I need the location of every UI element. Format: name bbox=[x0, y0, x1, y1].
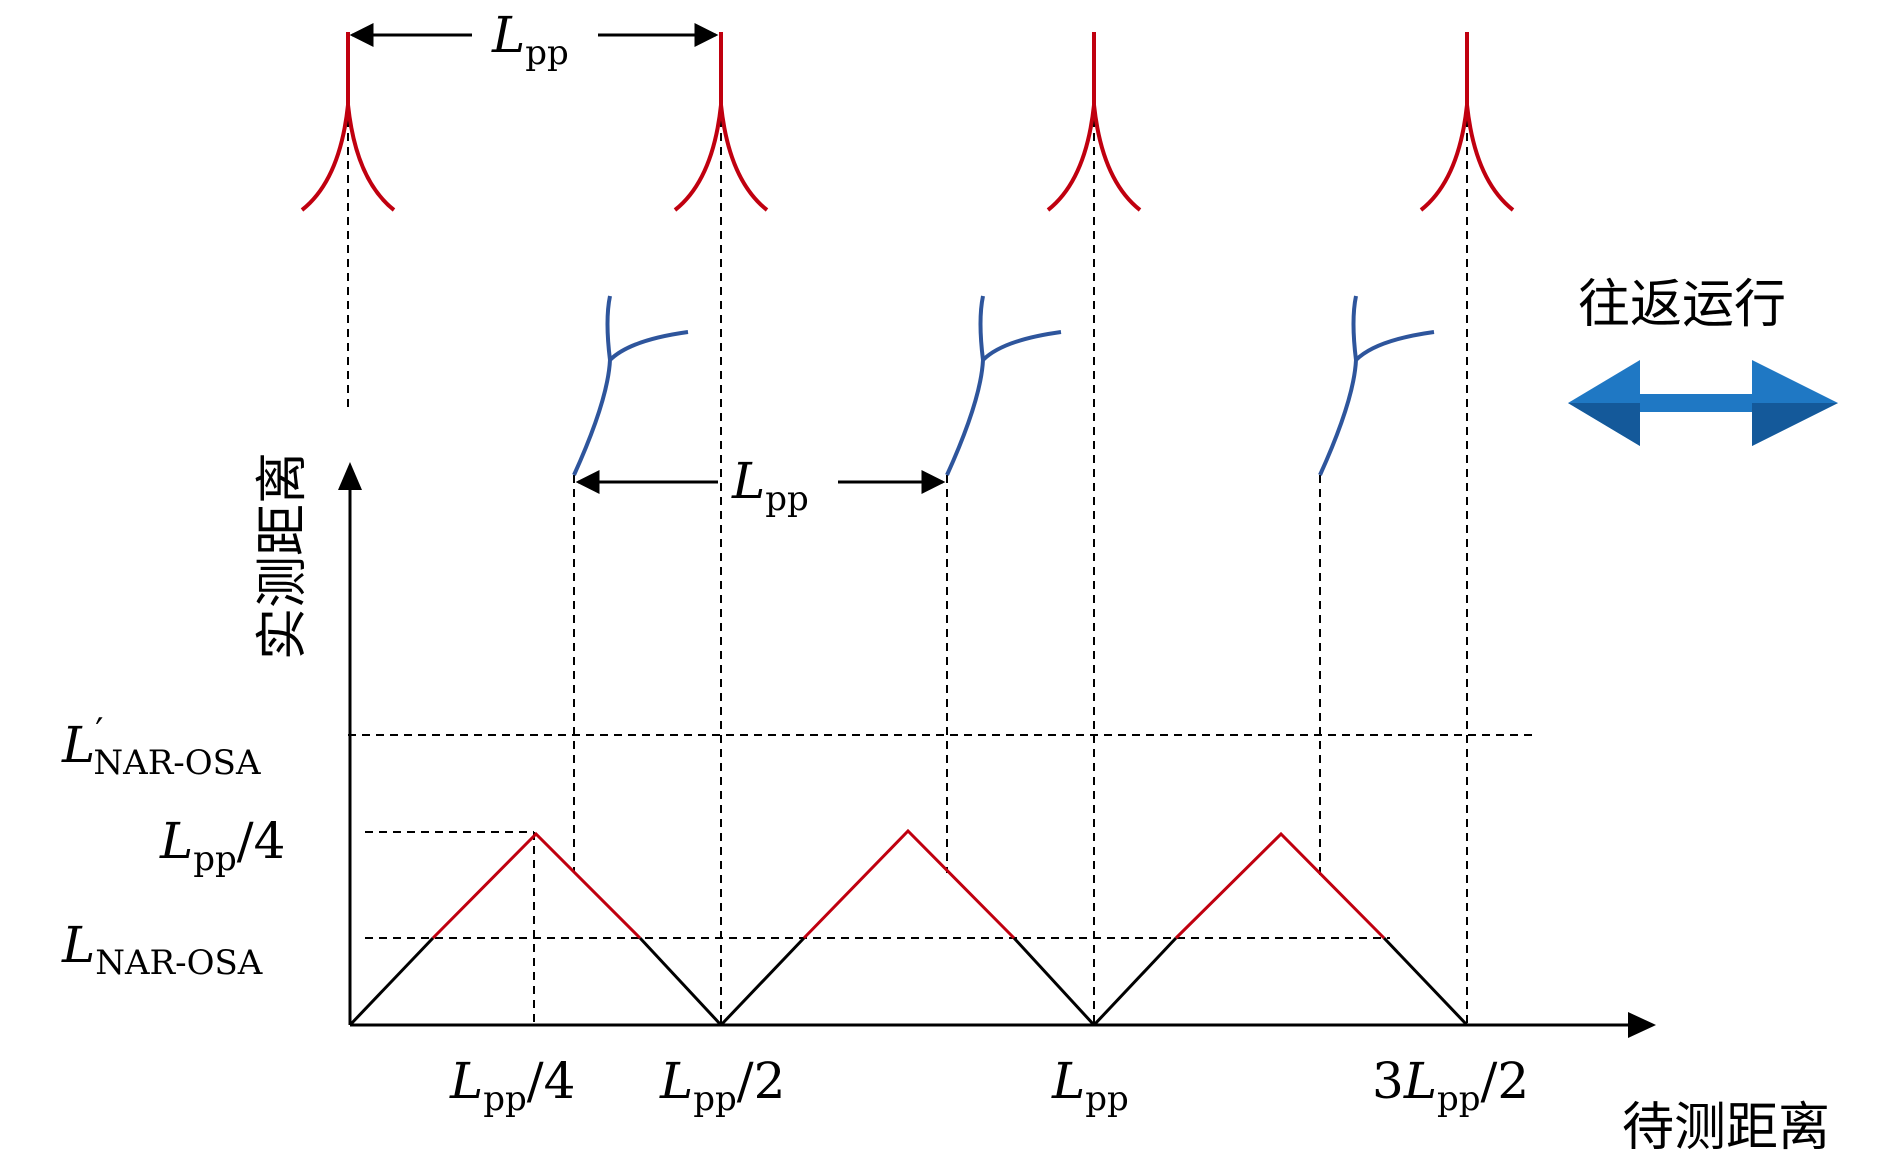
wave-segment-black-2 bbox=[638, 936, 723, 1027]
wave-segment-black-3 bbox=[719, 936, 806, 1027]
blue-cusp-2 bbox=[945, 295, 1062, 476]
wave-segment-black-1 bbox=[348, 936, 435, 1027]
wave-peak-red-1 bbox=[431, 831, 642, 940]
axes bbox=[348, 478, 1630, 1027]
x-tick-labels: Lpp/4 Lpp/2 Lpp 3Lpp/2 bbox=[449, 1052, 1529, 1119]
wave-segment-black-5 bbox=[1092, 936, 1178, 1027]
red-cusp-3 bbox=[1046, 32, 1142, 212]
red-cusp-curves bbox=[300, 32, 1515, 212]
x-tick-lpp4: Lpp/4 bbox=[449, 1052, 575, 1119]
top-spacing-label: Lpp bbox=[491, 6, 569, 73]
x-tick-3lpp2: 3Lpp/2 bbox=[1372, 1052, 1529, 1119]
measured-distance-wave-red bbox=[431, 828, 1386, 940]
x-axis-title: 待测距离 bbox=[1622, 1098, 1830, 1157]
y-axis-arrowhead bbox=[338, 462, 362, 490]
wave-peak-red-2 bbox=[802, 828, 1016, 940]
blue-cusp-1 bbox=[572, 295, 689, 476]
wave-segment-black-6 bbox=[1382, 936, 1469, 1027]
x-tick-lpp2: Lpp/2 bbox=[659, 1052, 785, 1119]
mid-spacing-arrow: Lpp bbox=[575, 452, 946, 519]
double-headed-arrow-icon bbox=[1568, 360, 1838, 446]
blue-cusp-3 bbox=[1318, 295, 1435, 476]
red-cusp-2 bbox=[673, 32, 769, 212]
y-tick-labels: L′ NAR-OSA Lpp/4 LNAR-OSA bbox=[61, 712, 285, 983]
x-tick-lpp: Lpp bbox=[1051, 1052, 1129, 1119]
x-axis-arrowhead bbox=[1628, 1012, 1656, 1038]
mid-spacing-sub: pp bbox=[765, 479, 809, 519]
red-cusp-1 bbox=[300, 32, 396, 212]
motion-label: 往返运行 bbox=[1578, 275, 1786, 335]
mid-spacing-label: Lpp bbox=[731, 452, 809, 519]
wave-peak-red-3 bbox=[1174, 831, 1386, 940]
dashed-guides bbox=[347, 105, 1535, 1025]
y-axis-title: 实测距离 bbox=[253, 452, 313, 660]
y-tick-lpp4: Lpp/4 bbox=[159, 812, 285, 879]
blue-cusp-curves bbox=[572, 295, 1435, 476]
y-tick-lnar: LNAR-OSA bbox=[61, 916, 263, 983]
red-cusp-4 bbox=[1419, 32, 1515, 212]
top-spacing-sub: pp bbox=[525, 33, 569, 73]
measured-distance-wave-black bbox=[348, 936, 1469, 1027]
top-spacing-arrow: Lpp bbox=[349, 6, 719, 73]
y-tick-lnar-prime: L′ NAR-OSA bbox=[61, 712, 261, 783]
wave-segment-black-4 bbox=[1012, 936, 1096, 1027]
